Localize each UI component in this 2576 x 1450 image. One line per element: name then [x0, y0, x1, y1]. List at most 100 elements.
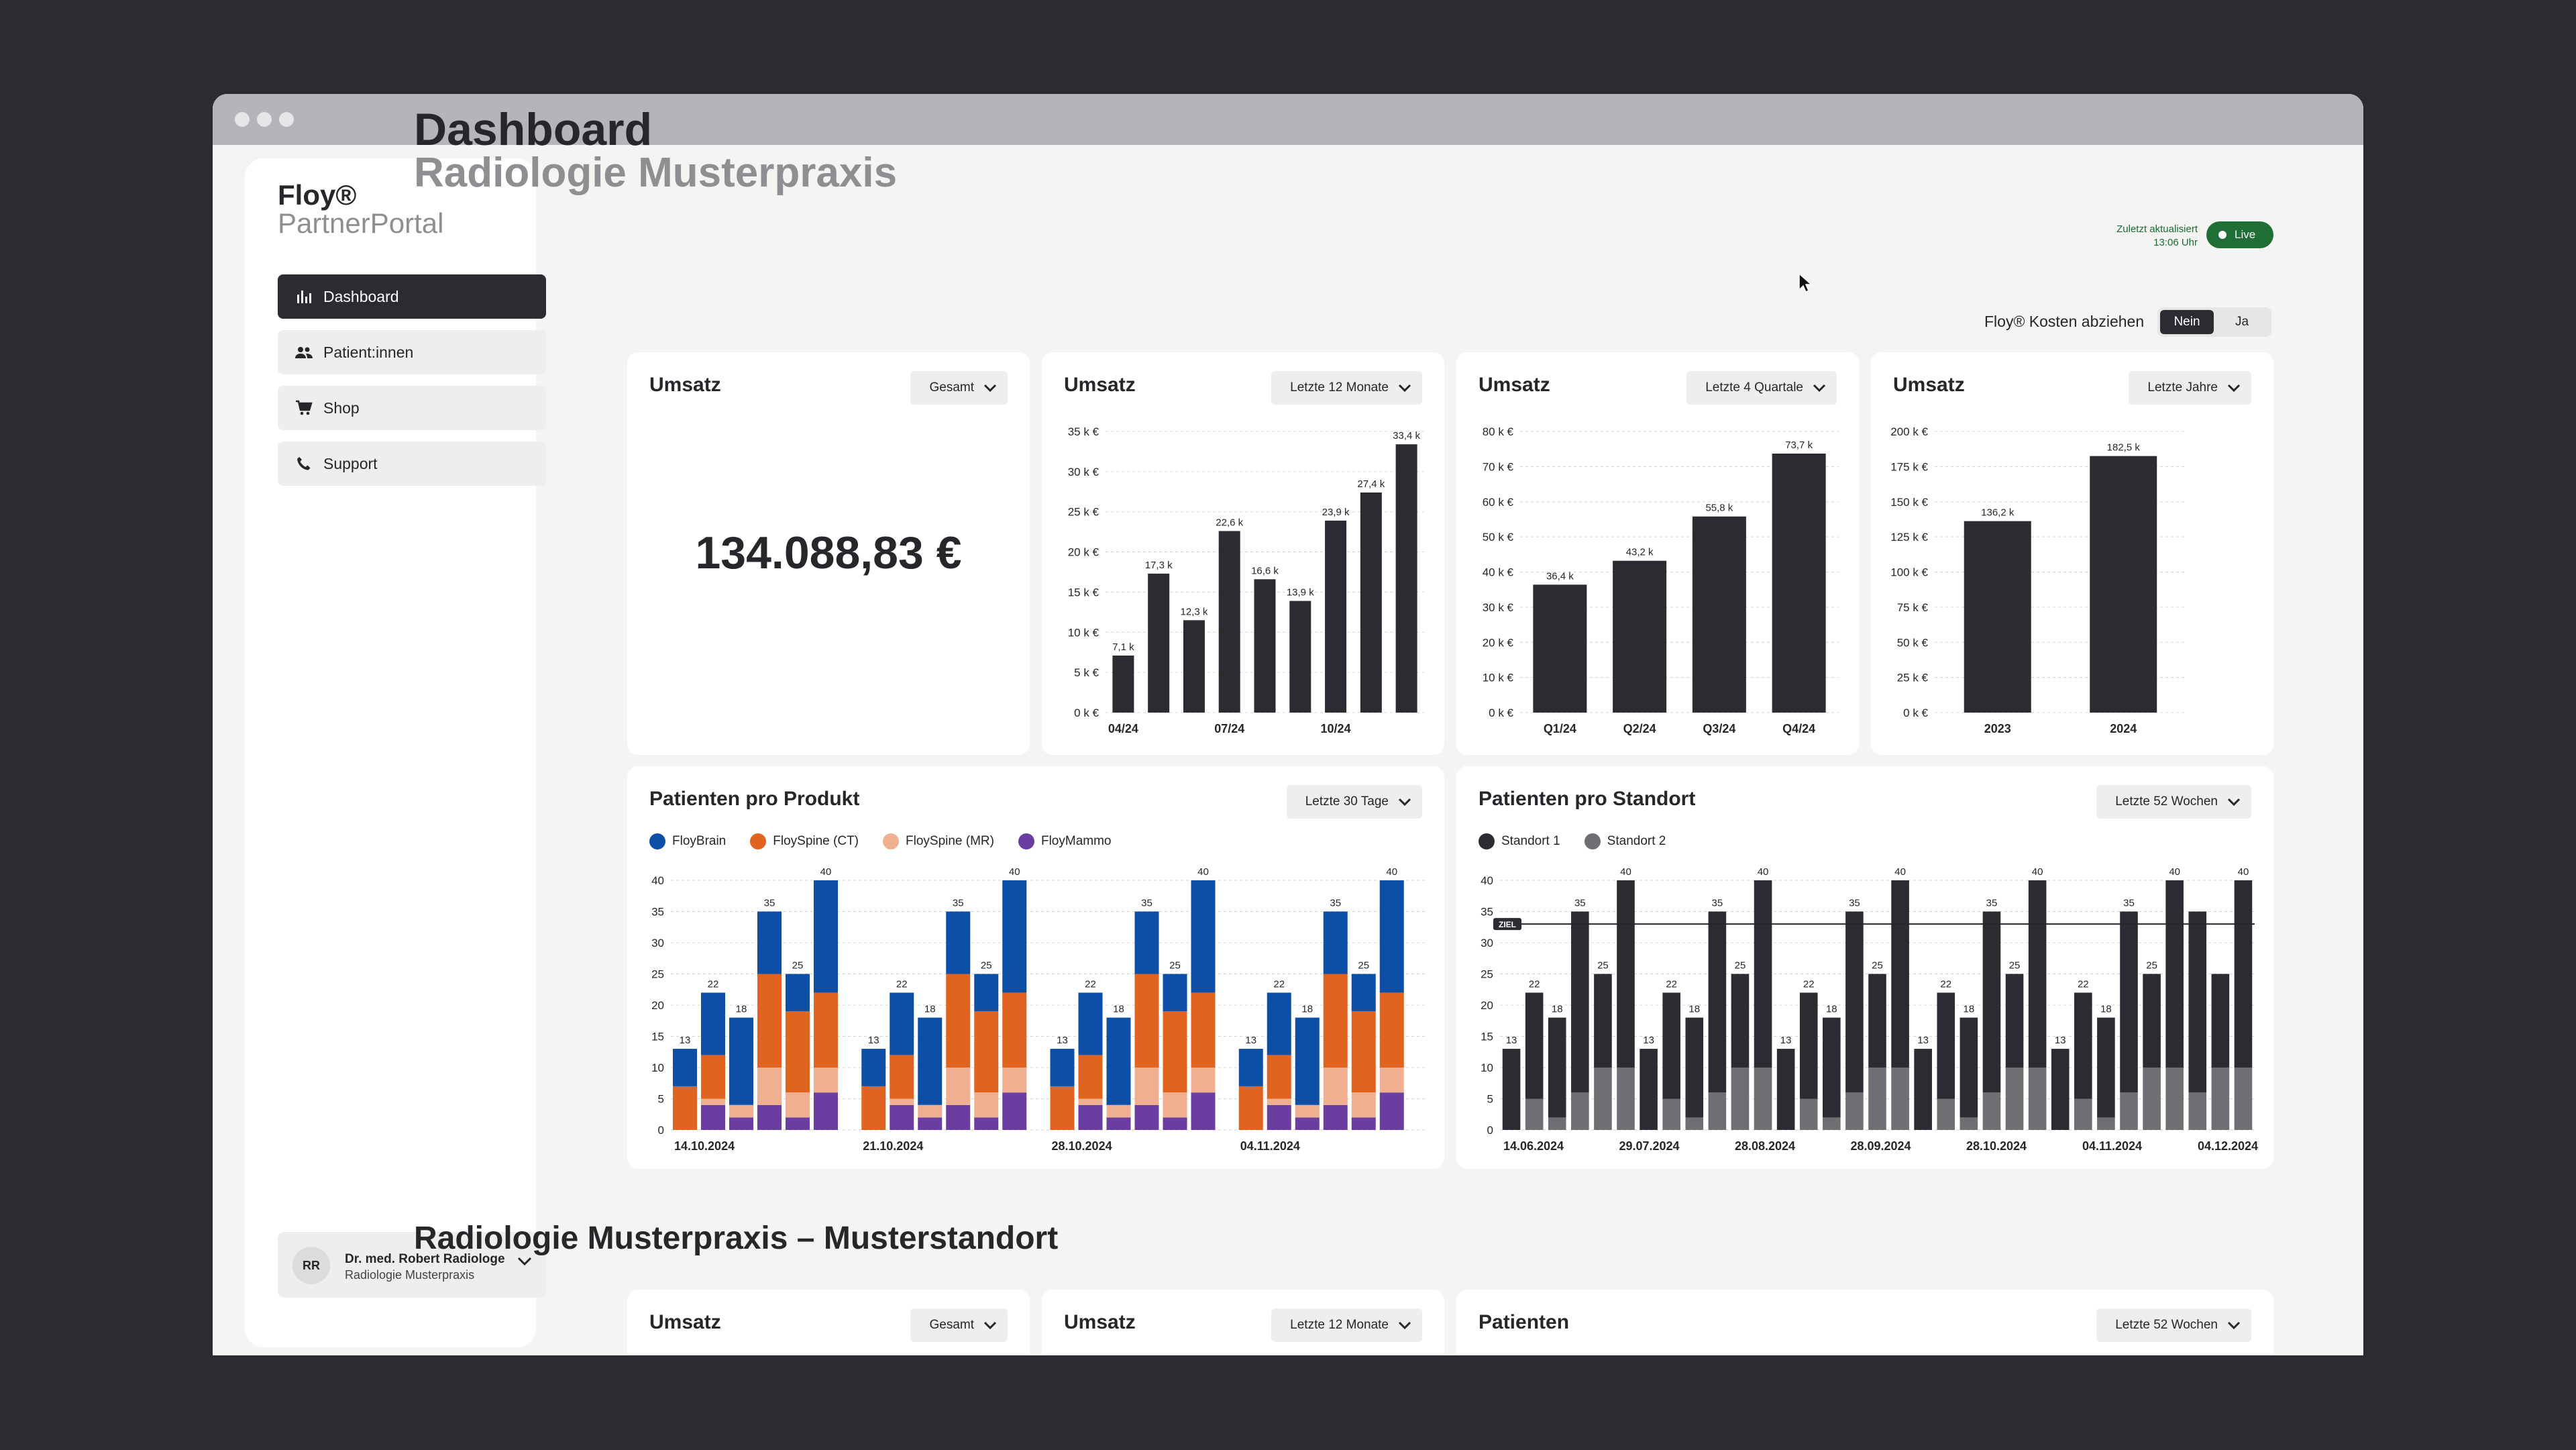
window-dot-icon[interactable]: [279, 112, 294, 127]
user-menu[interactable]: RR Dr. med. Robert Radiologe Radiologie …: [278, 1232, 546, 1298]
dropdown-value: Letzte 52 Wochen: [2115, 1318, 2218, 1332]
stacked-bar-segment: [701, 1055, 725, 1099]
period-dropdown[interactable]: Letzte 12 Monate: [1271, 1308, 1422, 1342]
legend-swatch-icon: [1479, 833, 1495, 849]
stacked-bar-segment: [1351, 1117, 1376, 1130]
x-tick-label: 28.10.2024: [1966, 1139, 2027, 1153]
chart-legend: FloyBrain FloySpine (CT) FloySpine (MR) …: [649, 833, 1136, 849]
stacked-bar-segment: [2165, 1068, 2184, 1130]
stacked-bar-segment: [786, 1092, 810, 1118]
stacked-bar-segment: [1891, 1068, 1909, 1130]
legend-item[interactable]: FloySpine (MR): [883, 833, 994, 849]
period-dropdown[interactable]: Letzte 52 Wochen: [2096, 785, 2251, 819]
sidebar-item-dashboard[interactable]: Dashboard: [278, 274, 546, 319]
period-dropdown[interactable]: Letzte 30 Tage: [1286, 785, 1422, 819]
window-dot-icon[interactable]: [235, 112, 250, 127]
legend-item[interactable]: Standort 2: [1584, 833, 1666, 849]
bar-value-label: 17,3 k: [1145, 560, 1173, 571]
phone-icon: [294, 454, 314, 474]
stacked-bar-segment: [1685, 1117, 1704, 1130]
sidebar-item-label: Patient:innen: [323, 343, 414, 361]
bar-value-label: 22: [2078, 978, 2089, 990]
bar-value-label: 182,5 k: [2107, 442, 2141, 454]
legend-item[interactable]: Standort 1: [1479, 833, 1560, 849]
period-dropdown[interactable]: Letzte 4 Quartale: [1686, 371, 1837, 405]
sidebar-item-support[interactable]: Support: [278, 442, 546, 486]
period-dropdown[interactable]: Letzte Jahre: [2129, 371, 2251, 405]
card-title: Umsatz: [1893, 374, 1965, 396]
legend-label: FloyBrain: [672, 834, 727, 848]
x-tick-label: Q1/24: [1544, 722, 1576, 735]
bar-value-label: 13: [680, 1035, 691, 1046]
y-tick-label: 25 k €: [1068, 506, 1099, 519]
stacked-bar-segment: [757, 911, 782, 974]
sidebar-item-patients[interactable]: Patient:innen: [278, 330, 546, 374]
bar-value-label: 25: [981, 960, 992, 972]
y-tick-label: 0 k €: [1903, 707, 1928, 719]
bar-value-label: 27,4 k: [1357, 478, 1385, 490]
stacked-bar-segment: [2165, 880, 2184, 1068]
bar-value-label: 40: [1009, 866, 1020, 878]
bar: [1325, 520, 1347, 713]
stacked-bar-segment: [1823, 1117, 1841, 1130]
stacked-bar-segment: [1238, 1049, 1263, 1086]
stacked-bar-segment: [1868, 1068, 1886, 1130]
target-badge: [1493, 918, 1521, 931]
y-tick-label: 10 k €: [1483, 672, 1514, 684]
period-dropdown[interactable]: Letzte 12 Monate: [1271, 371, 1422, 405]
stacked-bar-segment: [2234, 1068, 2253, 1130]
chevron-down-icon: [1813, 384, 1826, 393]
bar-value-label: 40: [820, 866, 832, 878]
stacked-bar-segment: [1379, 1092, 1404, 1130]
stacked-bar-segment: [2211, 1068, 2230, 1130]
y-tick-label: 175 k €: [1890, 460, 1928, 473]
chart-bars-icon: [294, 287, 314, 307]
bar-value-label: 22: [1273, 978, 1285, 990]
chevron-down-icon: [1398, 798, 1411, 807]
brand-logo[interactable]: Floy® PartnerPortal: [278, 181, 443, 238]
card-title: Patienten: [1479, 1311, 1570, 1333]
legend-item[interactable]: FloySpine (CT): [750, 833, 859, 849]
cost-toggle: Nein Ja: [2157, 307, 2271, 337]
stacked-bar-segment: [1982, 1092, 2001, 1130]
cost-toggle-yes[interactable]: Ja: [2235, 315, 2249, 329]
stacked-bar-segment: [1502, 1049, 1521, 1130]
sidebar-item-shop[interactable]: Shop: [278, 386, 546, 430]
bar-value-label: 73,7 k: [1785, 439, 1813, 451]
period-dropdown[interactable]: Gesamt: [910, 1308, 1008, 1342]
legend-swatch-icon: [750, 833, 767, 849]
card-title: Umsatz: [649, 1311, 721, 1333]
bar-value-label: 22: [1085, 978, 1096, 990]
stacked-bar-segment: [1002, 992, 1027, 1068]
stacked-bar-segment: [2005, 974, 2024, 1068]
stacked-bar-segment: [2188, 1092, 2207, 1130]
legend-item[interactable]: FloyMammo: [1018, 833, 1112, 849]
stacked-bar-segment: [1295, 1017, 1320, 1105]
legend-item[interactable]: FloyBrain: [649, 833, 726, 849]
stacked-bar-segment: [2120, 911, 2138, 1093]
stacked-bar-segment: [1323, 1104, 1348, 1130]
bar-value-label: 25: [2009, 960, 2021, 972]
stacked-bar-segment: [786, 974, 810, 1012]
window-dot-icon[interactable]: [257, 112, 272, 127]
stacked-bar-segment: [918, 1017, 943, 1105]
stacked-bar-segment: [1868, 974, 1886, 1068]
revenue-quarterly-chart: 0 k € 10 k € 20 k € 30 k € 40 k € 50 k € 60 k …: [1483, 425, 1839, 735]
stacked-bar-segment: [2188, 911, 2207, 1093]
stacked-bar-segment: [1708, 911, 1727, 1093]
stacked-bar-segment: [786, 1011, 810, 1093]
chevron-down-icon: [983, 1321, 997, 1330]
stacked-bar-segment: [974, 1011, 999, 1093]
x-tick-label: 2023: [1984, 722, 2011, 735]
period-dropdown[interactable]: Gesamt: [910, 371, 1008, 405]
period-dropdown[interactable]: Letzte 52 Wochen: [2096, 1308, 2251, 1342]
legend-label: FloySpine (CT): [773, 834, 859, 848]
stacked-bar-segment: [1134, 1068, 1159, 1105]
y-tick-label: 5: [1487, 1093, 1493, 1106]
y-tick-label: 15: [651, 1031, 664, 1043]
stacked-bar-segment: [1134, 1104, 1159, 1130]
bar-value-label: 22: [896, 978, 908, 990]
cost-toggle-no[interactable]: Nein: [2160, 310, 2214, 334]
y-tick-label: 25 k €: [1897, 672, 1929, 684]
bar: [1254, 579, 1276, 713]
